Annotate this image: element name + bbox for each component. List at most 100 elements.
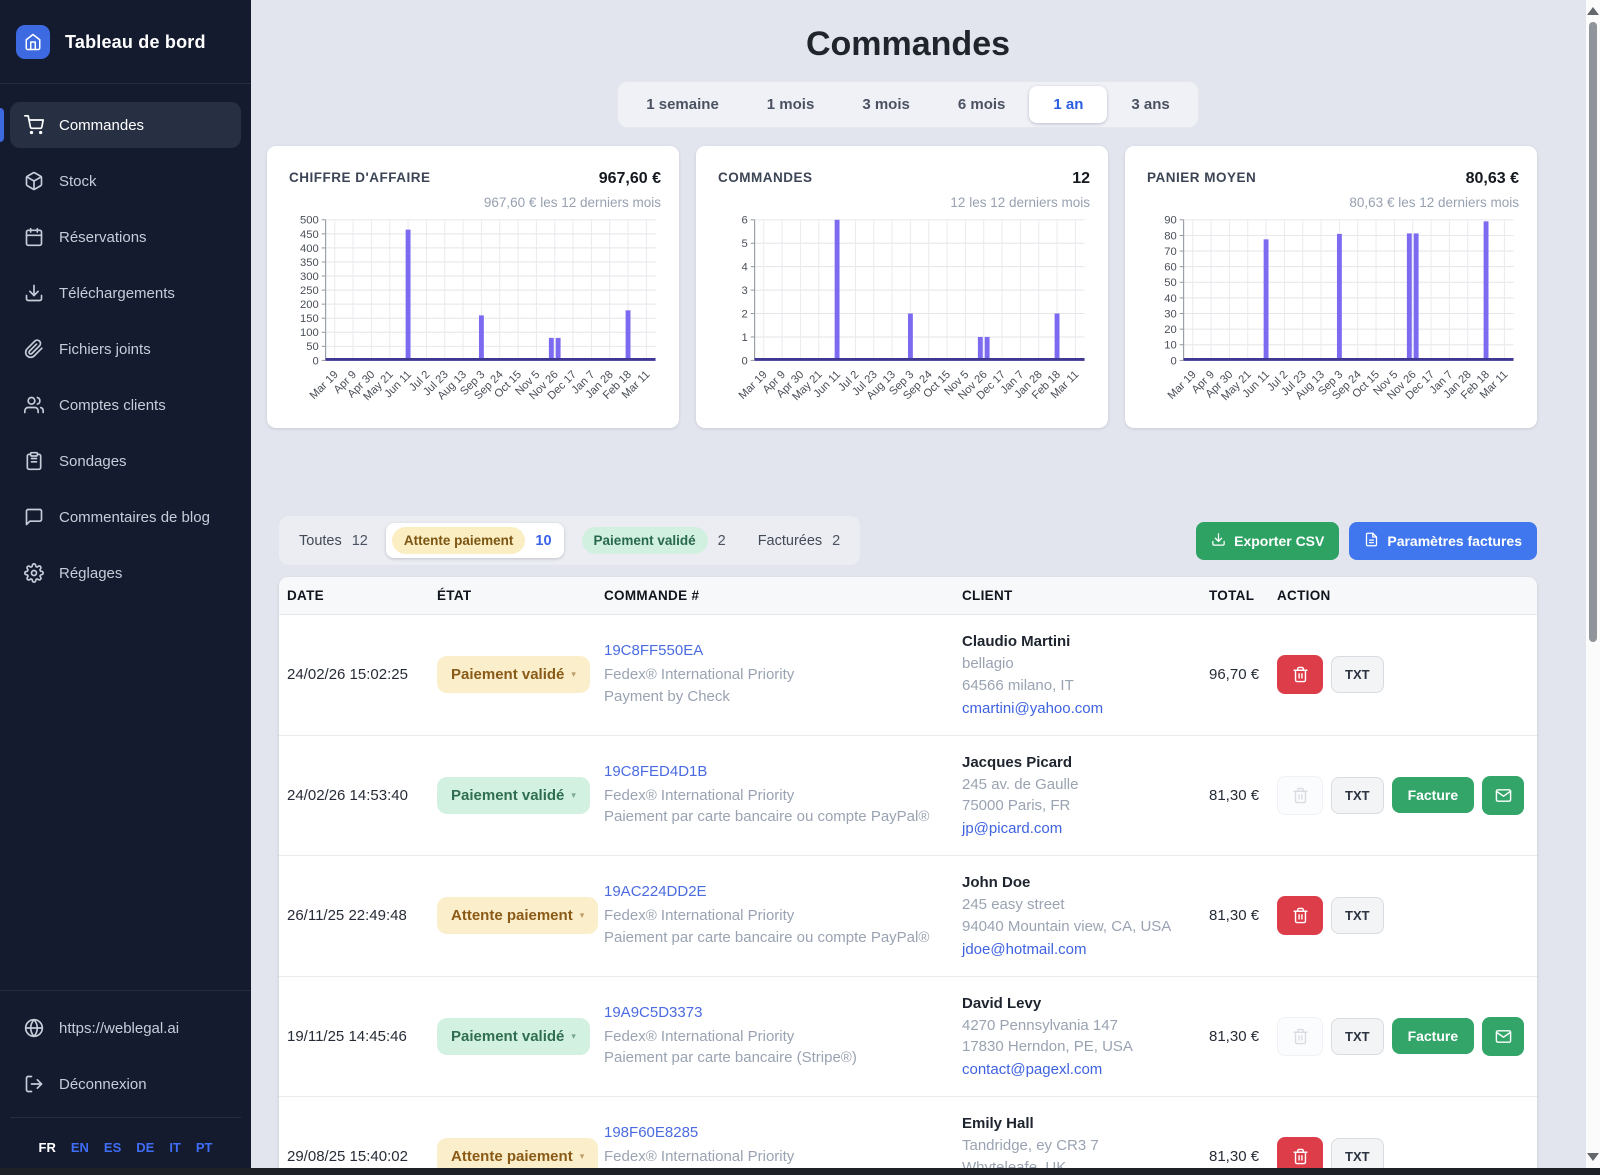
- column-header-client: CLIENT: [954, 577, 1201, 615]
- card-subtitle: 967,60 € les 12 derniers mois: [483, 195, 661, 210]
- language-it[interactable]: IT: [169, 1140, 181, 1155]
- gear-icon: [24, 563, 44, 583]
- sidebar-item-stock[interactable]: Stock: [10, 158, 241, 204]
- card-title: PANIER MOYEN: [1147, 170, 1257, 185]
- range-tab-3-mois[interactable]: 3 mois: [862, 96, 910, 113]
- filter-tab-attente-paiement[interactable]: Attente paiement 10: [385, 523, 564, 558]
- svg-text:50: 50: [306, 341, 318, 353]
- table-row: 24/02/26 15:02:25 Paiement validé ▾ 19C8F…: [279, 615, 1537, 736]
- language-pt[interactable]: PT: [195, 1140, 213, 1155]
- language-es[interactable]: ES: [103, 1140, 122, 1155]
- users-icon: [24, 396, 44, 414]
- order-payment: Paiement par carte bancaire ou compte Pa…: [604, 808, 930, 826]
- export-csv-button[interactable]: Exporter CSV: [1196, 521, 1340, 560]
- trash-icon: [1292, 907, 1308, 924]
- email-button[interactable]: [1482, 1016, 1525, 1056]
- language-fr[interactable]: FR: [38, 1140, 56, 1155]
- column-header-total: TOTAL: [1201, 577, 1269, 615]
- orders-table: DATE ÉTAT COMMANDE # CLIENT TOTAL ACTION 24/0…: [279, 577, 1537, 1175]
- filter-tab-toutes[interactable]: Toutes 12: [299, 532, 368, 549]
- scrollbar-thumb[interactable]: [1589, 22, 1597, 642]
- email-button[interactable]: [1482, 775, 1525, 815]
- scroll-down-arrow[interactable]: [1587, 1153, 1599, 1161]
- sidebar-link-deconnexion[interactable]: Déconnexion: [10, 1061, 241, 1107]
- column-header-etat: ÉTAT: [429, 577, 596, 615]
- order-link[interactable]: 198F60E8285: [604, 1124, 699, 1141]
- client-address: 75000 Paris, FR: [962, 797, 1071, 815]
- facture-button[interactable]: Facture: [1391, 1018, 1475, 1055]
- client-email-link[interactable]: cmartini@yahoo.com: [962, 699, 1104, 717]
- delete-button[interactable]: [1277, 655, 1323, 695]
- svg-text:2: 2: [742, 308, 748, 320]
- status-badge-dropdown[interactable]: Paiement validé ▾: [437, 656, 590, 694]
- client-email-link[interactable]: jdoe@hotmail.com: [962, 940, 1087, 958]
- table-row: 19/11/25 14:45:46 Paiement validé ▾ 19A9C…: [279, 975, 1537, 1097]
- client-name: John Doe: [962, 874, 1031, 891]
- globe-icon: [24, 1018, 44, 1038]
- sidebar-footer: https://weblegal.ai Déconnexion FR EN ES DE…: [0, 990, 251, 1175]
- scrollbar[interactable]: [1586, 0, 1600, 1168]
- facture-button[interactable]: Facture: [1391, 777, 1475, 814]
- order-link[interactable]: 19AC224DD2E: [604, 883, 707, 900]
- range-tab-1-semaine[interactable]: 1 semaine: [646, 96, 719, 113]
- date-cell: 29/08/25 15:40:02: [279, 1096, 429, 1175]
- client-address: 94040 Mountain view, CA, USA: [962, 917, 1172, 935]
- client-address: Tandridge, ey CR3 7: [962, 1137, 1099, 1154]
- client-email-link[interactable]: jp@picard.com: [962, 820, 1063, 837]
- sidebar-item-fichiers-joints[interactable]: Fichiers joints: [10, 326, 241, 372]
- stat-card-chiffre-d-affaire: CHIFFRE D'AFFAIRE 967,60 € 967,60 € les …: [267, 146, 679, 428]
- download-icon: [1212, 532, 1225, 546]
- home-logo[interactable]: [16, 25, 50, 59]
- order-shipping: Fedex® International Priority: [604, 1148, 795, 1165]
- table-toolbar: Toutes 12 Attente paiement 10 Paiement val…: [279, 516, 1537, 565]
- svg-text:300: 300: [300, 271, 319, 283]
- txt-button[interactable]: TXT: [1331, 897, 1384, 935]
- range-tab-1-mois[interactable]: 1 mois: [766, 96, 815, 113]
- sidebar-item-reglages[interactable]: Réglages: [10, 550, 241, 596]
- status-badge-dropdown[interactable]: Paiement validé ▾: [437, 1017, 590, 1055]
- brand: Tableau de bord: [0, 0, 251, 84]
- range-tab-6-mois[interactable]: 6 mois: [957, 96, 1006, 113]
- svg-text:450: 450: [300, 229, 319, 241]
- svg-text:3: 3: [742, 285, 748, 297]
- txt-button[interactable]: TXT: [1331, 1017, 1384, 1055]
- client-email-link[interactable]: contact@pagexl.com: [962, 1061, 1103, 1078]
- invoice-settings-button[interactable]: Paramètres factures: [1349, 521, 1537, 560]
- language-de[interactable]: DE: [136, 1140, 155, 1155]
- logout-icon: [25, 1075, 43, 1093]
- range-tab-1-an[interactable]: 1 an: [1029, 86, 1108, 123]
- sidebar-item-telechargements[interactable]: Téléchargements: [10, 270, 241, 316]
- txt-button[interactable]: TXT: [1331, 656, 1384, 694]
- sidebar-link-https-weblegal-ai[interactable]: https://weblegal.ai: [10, 1005, 241, 1051]
- order-link[interactable]: 19C8FF550EA: [604, 642, 704, 659]
- order-link[interactable]: 19A9C5D3373: [604, 1003, 703, 1021]
- svg-text:70: 70: [1164, 246, 1176, 258]
- language-en[interactable]: EN: [70, 1140, 89, 1155]
- status-badge-dropdown[interactable]: Paiement validé ▾: [437, 776, 590, 814]
- filter-tab-facturees[interactable]: Facturées 2: [757, 532, 841, 549]
- card-value: 12: [1072, 170, 1090, 187]
- delete-button[interactable]: [1277, 896, 1323, 936]
- status-pill-paiement-valide: Paiement validé: [581, 527, 708, 554]
- status-badge-dropdown[interactable]: Attente paiement ▾: [437, 897, 599, 935]
- filter-tab-paiement-valide[interactable]: Paiement validé 2: [568, 521, 740, 560]
- svg-text:0: 0: [313, 355, 319, 367]
- paperclip-icon: [24, 339, 43, 359]
- download-icon: [25, 284, 43, 302]
- svg-text:10: 10: [1164, 340, 1176, 352]
- sidebar-item-comptes-clients[interactable]: Comptes clients: [10, 382, 241, 428]
- cart-icon: [24, 115, 44, 135]
- svg-text:100: 100: [300, 327, 319, 339]
- sidebar-item-commentaires-de-blog[interactable]: Commentaires de blog: [10, 494, 241, 540]
- scroll-up-arrow[interactable]: [1587, 7, 1599, 15]
- order-link[interactable]: 19C8FED4D1B: [604, 762, 708, 780]
- txt-button[interactable]: TXT: [1331, 776, 1384, 814]
- range-tab-3-ans[interactable]: 3 ans: [1131, 96, 1170, 113]
- sidebar-item-reservations[interactable]: Réservations: [10, 214, 241, 260]
- sidebar-item-commandes[interactable]: Commandes: [0, 102, 241, 148]
- total-cell: 81,30 €: [1201, 734, 1269, 856]
- sidebar-item-sondages[interactable]: Sondages: [10, 438, 241, 484]
- svg-text:90: 90: [1164, 215, 1176, 227]
